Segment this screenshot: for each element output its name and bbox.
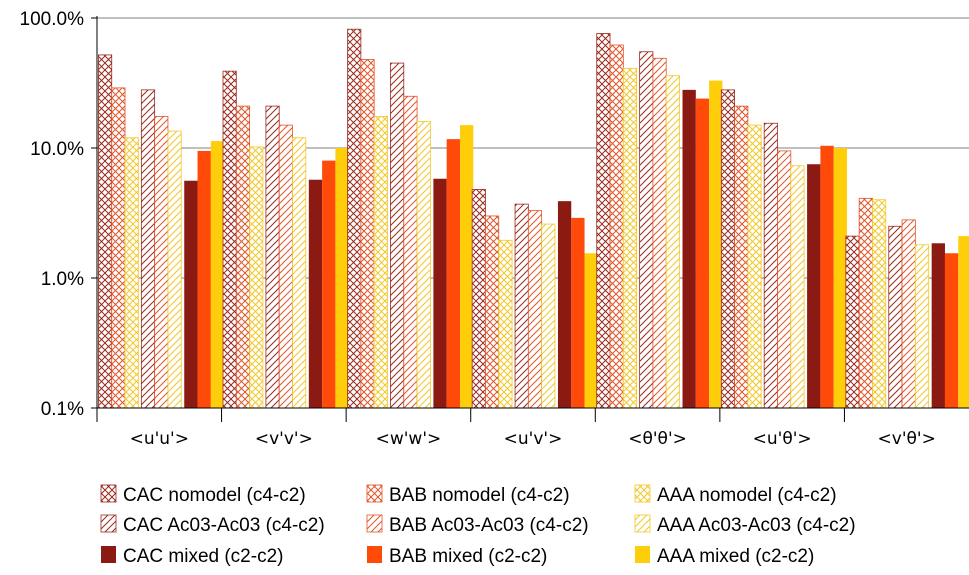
y-tick-label: 0.1% [41,399,84,420]
x-tick-label: <u'v'> [504,429,563,449]
legend-label: AAA Ac03-Ac03 (c4-c2) [657,515,856,536]
bar [347,28,362,409]
legend-label: AAA nomodel (c4-c2) [657,485,837,506]
bar [514,203,529,409]
bar [777,150,792,409]
legend-swatch [367,546,382,563]
bar [596,33,611,409]
bar [709,80,723,408]
bar [682,89,696,409]
bar [652,57,667,409]
bar [222,70,237,409]
bar [98,54,113,409]
bar [498,239,513,409]
bar [292,137,307,409]
legend-swatch [366,514,383,533]
bar [265,105,280,409]
legend: CAC nomodel (c4-c2) BAB nomodel (c4-c2) AA… [100,484,856,567]
bar [584,253,598,408]
bar [541,223,556,409]
legend-label: AAA mixed (c2-c2) [657,546,814,567]
legend-label: CAC nomodel (c4-c2) [123,485,306,506]
bar [471,189,486,409]
legend-label: CAC mixed (c2-c2) [123,546,283,567]
bar [944,253,959,408]
y-tick-label: 1.0% [41,269,84,290]
bar [167,130,182,409]
bar [210,141,225,408]
bar [527,210,543,409]
x-tick-label: <u'u'> [130,429,189,449]
bar [335,148,349,408]
bar [931,243,945,408]
legend-swatch [634,484,651,503]
bar [571,217,585,408]
bar [485,215,500,409]
bar [154,116,169,409]
legend-swatch [101,546,116,563]
bar [888,225,903,409]
bar [124,137,139,409]
bar [790,165,805,409]
bar [140,89,156,409]
bar [763,122,778,409]
bar [845,235,860,409]
legend-label: CAC Ac03-Ac03 (c4-c2) [123,515,325,536]
legend-label: BAB Ac03-Ac03 (c4-c2) [389,515,589,536]
bar [403,95,418,409]
legend-swatch [100,484,117,503]
bar [446,139,460,408]
bar [360,59,375,409]
legend-swatch [100,514,117,533]
bar [184,180,198,408]
bar [901,219,916,409]
bar [278,124,293,409]
bar [308,179,323,408]
bar [416,121,431,409]
bar [914,244,930,409]
bar [433,178,447,408]
bar [322,160,336,408]
bar [858,197,873,409]
bar [609,44,624,409]
x-tick-label: <u'θ'> [753,429,812,449]
bar [197,150,211,408]
bar [557,201,572,408]
bar [734,105,749,409]
bar [249,146,264,409]
x-tick-label: <v'θ'> [878,429,936,449]
bar [872,199,887,409]
legend-swatch [366,484,383,503]
bar [111,87,126,409]
bar [373,116,388,409]
legend-swatch [634,514,651,533]
bar [833,148,847,408]
x-tick-label: <w'w'> [376,429,442,449]
legend-label: BAB mixed (c2-c2) [389,546,547,567]
legend-label: BAB nomodel (c4-c2) [389,485,570,506]
bar [665,75,680,409]
bar [235,105,251,409]
x-tick-label: <v'v'> [255,429,313,449]
y-tick-label: 10.0% [30,139,84,160]
bar [820,145,834,409]
bar [622,67,638,409]
bar [958,236,969,408]
bar [747,124,762,409]
bar [390,62,405,409]
bar [807,164,821,408]
legend-swatch [635,546,650,563]
bar [720,89,735,409]
bars [98,28,969,409]
bar [459,125,474,409]
axes: 100.0% 10.0% 1.0% 0.1% <u'u'> <v'v'> <w'w'> <u'… [20,9,969,449]
y-tick-label: 100.0% [20,9,85,30]
x-tick-label: <θ'θ'> [628,429,687,449]
bar [695,98,710,408]
bar [639,51,654,409]
